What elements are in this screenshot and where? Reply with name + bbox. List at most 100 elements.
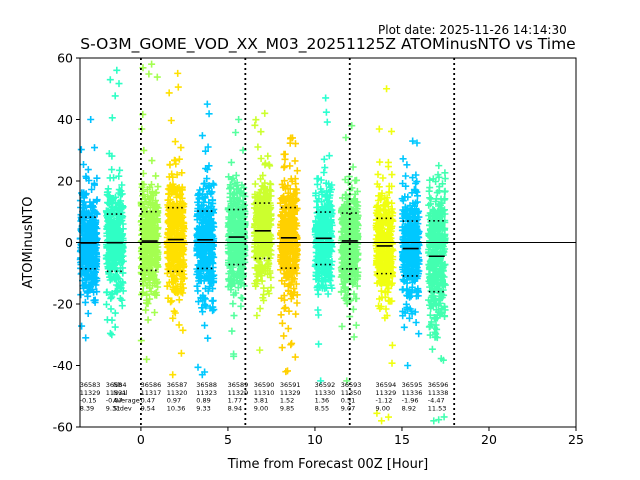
series-extreme-point [230, 352, 238, 360]
series-extreme-point [435, 162, 443, 170]
series-36588 [193, 100, 218, 379]
x-tick-label: 5 [224, 432, 232, 447]
series-points-36586 [137, 64, 162, 345]
stats-average: -0.15 [80, 397, 97, 405]
stats-stdev: 11.53 [428, 404, 447, 412]
stats-nval: 11329 [376, 389, 397, 397]
stats-nb: 36592 [315, 381, 336, 389]
series-extreme-point [113, 66, 121, 74]
stats-stdev: 9.00 [254, 404, 268, 412]
stats-label-nb: Nb [113, 381, 122, 389]
series-points-36584 [102, 76, 127, 337]
stats-average: 1.36 [315, 397, 329, 405]
y-tick-label: 0 [65, 235, 73, 250]
stats-stdev: 9.00 [376, 404, 390, 412]
stats-nval: 11336 [402, 389, 423, 397]
series-36589 [224, 116, 249, 360]
stats-stdev: 9.07 [341, 404, 355, 412]
stats-nval: 11329 [228, 389, 249, 397]
stats-nb: 36594 [376, 381, 397, 389]
series-extreme-point [322, 94, 330, 102]
stats-label-stdev: Stdev [113, 404, 132, 412]
stats-stdev: 9.33 [196, 404, 210, 412]
stats-nb: 36587 [167, 381, 188, 389]
series-extreme-point [378, 417, 386, 425]
series-extreme-point [174, 69, 182, 77]
series-36586 [137, 60, 162, 363]
x-tick-label: 0 [137, 432, 145, 447]
series-36591 [276, 134, 301, 376]
series-extreme-point [256, 346, 264, 354]
y-tick-label: -60 [53, 420, 73, 435]
series-extreme-point [404, 362, 412, 369]
stats-nval: 11329 [280, 389, 301, 397]
series-points-36592 [311, 108, 336, 348]
stats-nb: 36584 [106, 381, 127, 389]
stats-average: -0.07 [106, 397, 123, 405]
series-extreme-point [343, 377, 351, 385]
stats-nb: 36593 [341, 381, 362, 389]
series-extreme-point [87, 116, 95, 123]
series-points-36596 [425, 169, 449, 424]
stats-label-nval: Nval [113, 389, 128, 397]
y-tick-label: -20 [53, 297, 73, 312]
stats-average: 3.81 [254, 397, 268, 405]
series-extreme-point [287, 134, 295, 142]
stats-nb: 36591 [280, 381, 301, 389]
stats-nb: 36588 [196, 381, 217, 389]
x-tick-label: 10 [307, 432, 323, 447]
series-points-36591 [276, 134, 301, 375]
series-36596 [425, 162, 449, 425]
stats-stdev: 8.55 [315, 404, 329, 412]
series-extreme-point [430, 417, 438, 425]
stats-stdev: 8.39 [80, 404, 94, 412]
series-extreme-point [261, 109, 269, 117]
series-36584 [102, 66, 127, 339]
y-tick-label: -40 [53, 358, 73, 373]
stats-nb: 36589 [228, 381, 249, 389]
series-points-36583 [76, 144, 101, 330]
series-extreme-point [383, 85, 391, 93]
series-points-36594 [372, 125, 397, 421]
stats-nval: 11331 [106, 389, 127, 397]
series-36595 [398, 137, 423, 369]
series-36587 [163, 69, 188, 379]
stats-nval: 11310 [254, 389, 275, 397]
y-tick-label: 20 [57, 174, 73, 189]
stats-stdev: 10.36 [167, 404, 186, 412]
stats-nb: 36595 [402, 381, 423, 389]
stats-average: 0.97 [167, 397, 181, 405]
series-extreme-point [282, 368, 290, 376]
x-axis-label: Time from Forecast 00Z [Hour] [227, 457, 429, 472]
series-points-36595 [398, 139, 423, 338]
y-tick-label: 40 [57, 112, 73, 127]
series-extreme-point [82, 334, 90, 342]
series-36590 [250, 109, 275, 354]
series-extreme-point [409, 137, 417, 145]
stats-nval: 11350 [341, 389, 362, 397]
stats-average: -1.12 [376, 397, 393, 405]
x-tick-label: 25 [568, 432, 584, 447]
stats-nb: 36586 [141, 381, 162, 389]
series-extreme-point [148, 60, 156, 68]
stats-average: 1.52 [280, 397, 294, 405]
stats-stdev: 9.54 [141, 404, 155, 412]
series-36592 [311, 94, 336, 385]
stats-stdev: 8.92 [402, 404, 416, 412]
series-points-36587 [163, 83, 188, 357]
series-extreme-point [108, 331, 116, 339]
stats-nval: 11338 [428, 389, 449, 397]
stats-nb: 36596 [428, 381, 449, 389]
series-extreme-point [143, 355, 151, 363]
series-extreme-point [235, 116, 243, 123]
stats-stdev: 8.94 [228, 404, 242, 412]
